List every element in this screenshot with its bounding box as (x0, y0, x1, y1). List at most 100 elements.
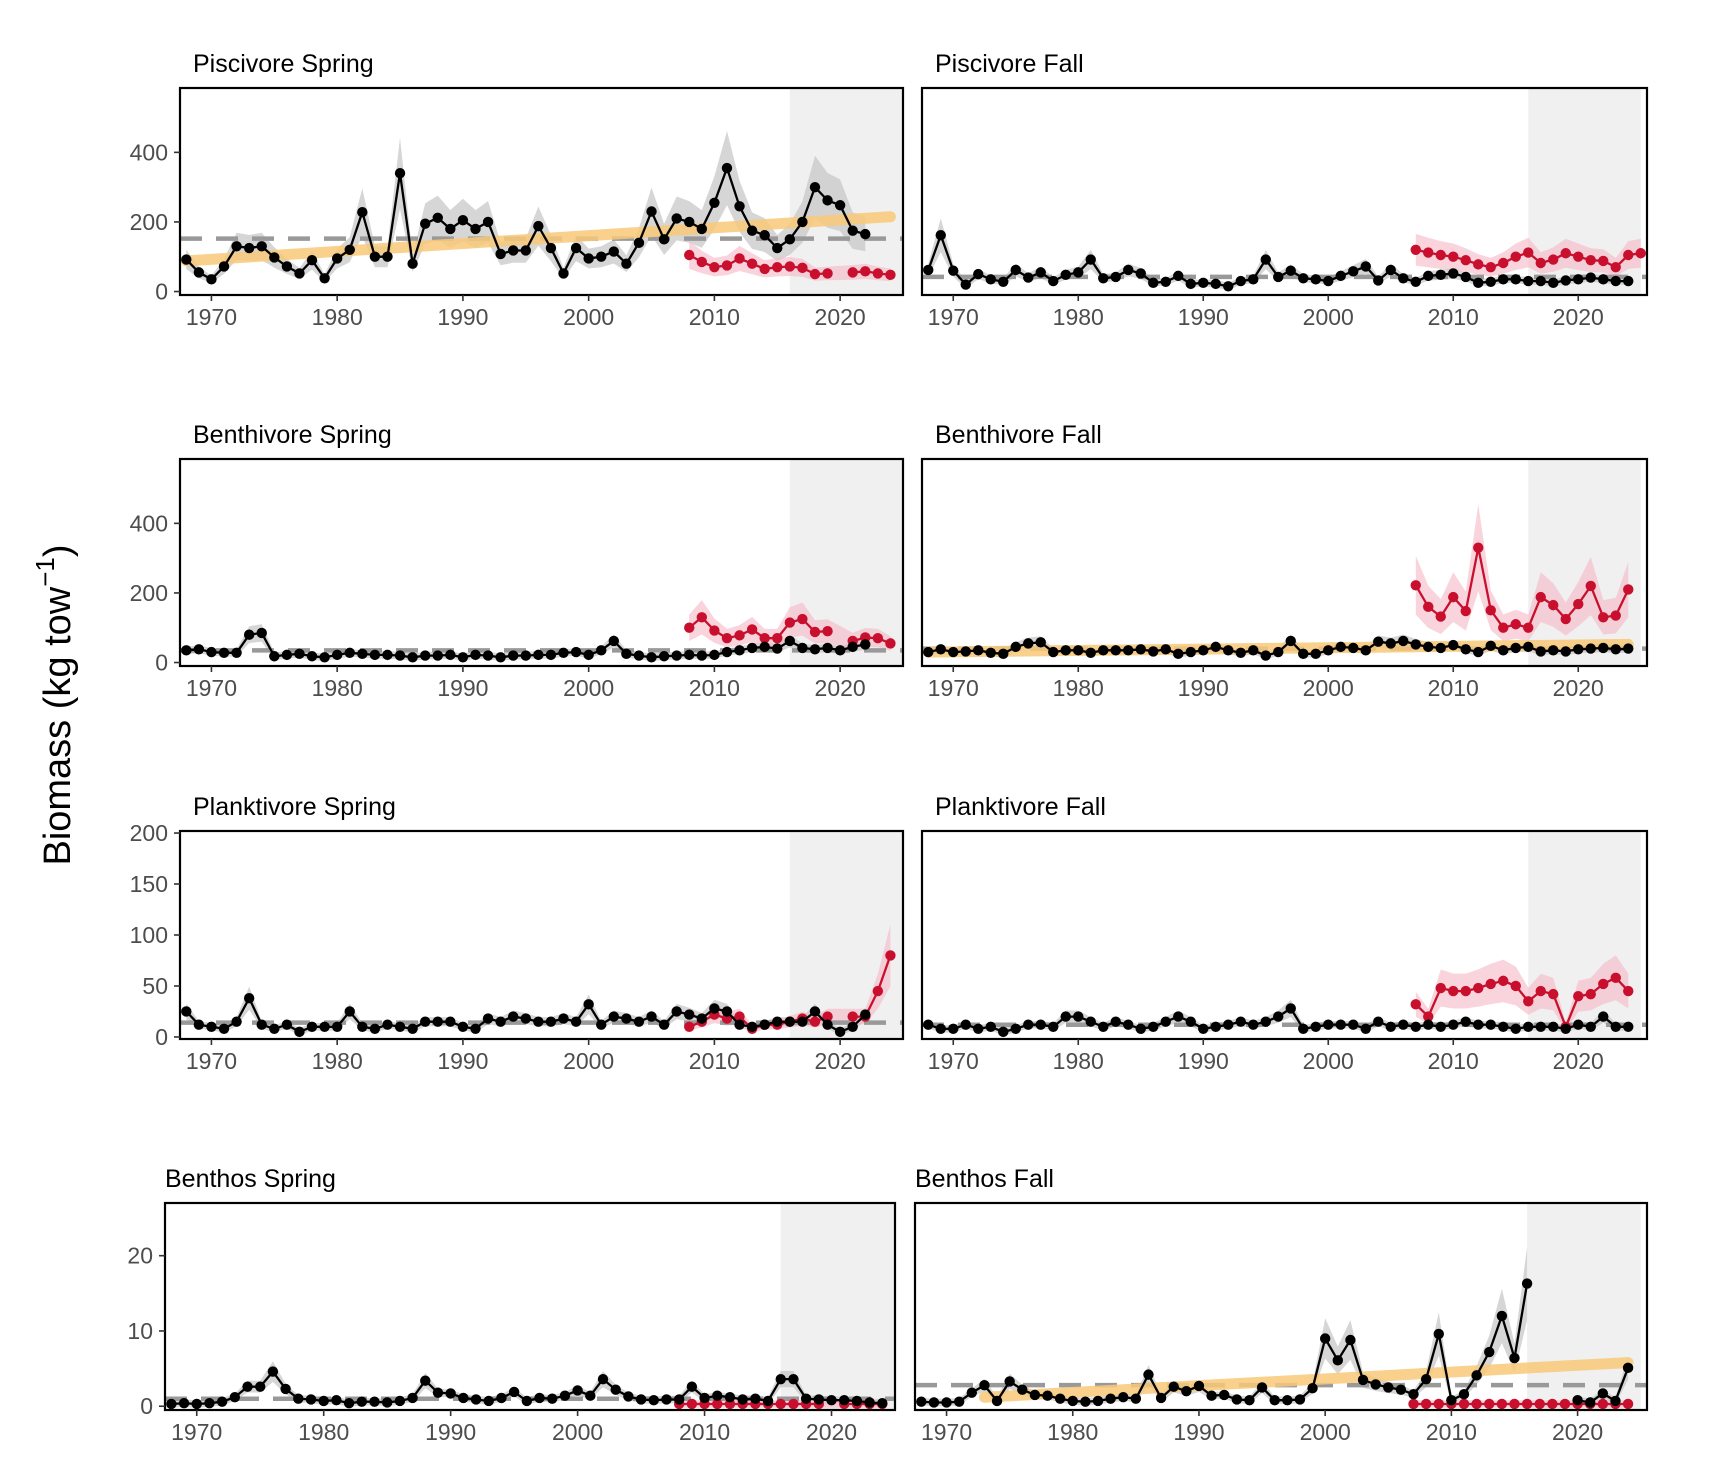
survey-series-point (1610, 1021, 1621, 1032)
survey-series-point (948, 1023, 959, 1035)
survey-series-point (231, 241, 242, 252)
survey-series-point (1385, 638, 1396, 649)
alt-series-point (1460, 605, 1471, 617)
survey-series-point (1273, 271, 1284, 283)
alt-series-point (734, 253, 745, 264)
survey-series-point (1435, 642, 1446, 654)
alt-series-point (684, 1021, 695, 1032)
survey-series-point (1173, 270, 1184, 282)
survey-series-point (864, 1397, 875, 1408)
recent-period-shade (1527, 1203, 1641, 1410)
x-tick-label: 1970 (186, 1048, 237, 1074)
survey-series-point (1273, 646, 1284, 658)
x-tick-label: 1980 (298, 1419, 349, 1445)
survey-series-point (1298, 273, 1309, 284)
survey-series-point (623, 1391, 634, 1402)
recent-period-shade (789, 831, 903, 1039)
survey-series-point (1360, 1023, 1371, 1035)
y-axis-label: Biomass (kg tow−1) (30, 544, 79, 865)
survey-series-point (306, 255, 318, 266)
survey-series-point (470, 649, 481, 661)
survey-series-point (1198, 277, 1209, 289)
survey-series-point (432, 1016, 443, 1027)
survey-series-point (1410, 1021, 1421, 1032)
survey-series-point (1231, 1394, 1243, 1405)
survey-series-point (206, 1021, 217, 1032)
x-tick-label: 2010 (679, 1419, 730, 1445)
alt-series-point (734, 630, 745, 641)
recent-period-shade (780, 1203, 895, 1410)
survey-series-point (1510, 642, 1521, 654)
survey-series-point (1573, 274, 1584, 285)
survey-series-point (1285, 635, 1296, 647)
survey-series-point (231, 647, 242, 658)
survey-series-point (998, 1026, 1009, 1038)
survey-series-point (1448, 268, 1459, 279)
alt-series-point (1610, 261, 1621, 273)
survey-series-point (407, 1392, 418, 1404)
survey-series-point (746, 642, 758, 654)
survey-series-point (1370, 1379, 1381, 1390)
survey-series-point (407, 1023, 418, 1035)
survey-series-point (847, 1021, 858, 1032)
x-tick-label: 2000 (563, 1048, 614, 1074)
survey-series-point (394, 650, 406, 661)
x-tick-label: 1980 (312, 675, 363, 701)
alt-series-point (1573, 598, 1584, 610)
alt-series-point (746, 624, 758, 635)
x-tick-label: 2020 (815, 304, 866, 330)
survey-series-point (204, 1398, 215, 1409)
survey-series-point (294, 1026, 305, 1038)
survey-series-point (671, 650, 682, 661)
alt-series-point (885, 269, 896, 281)
survey-series-point (658, 234, 670, 245)
alt-series-point (772, 261, 783, 273)
alt-series-point (872, 632, 884, 644)
survey-series-point (457, 1021, 469, 1032)
survey-series-point (1035, 1019, 1046, 1030)
survey-series-point (357, 1021, 368, 1032)
survey-series-point (1510, 274, 1521, 285)
survey-series-point (1148, 1021, 1159, 1032)
survey-series-point (1298, 648, 1309, 660)
survey-series-point (935, 1023, 946, 1035)
survey-series-point (306, 651, 318, 662)
survey-series-point (1023, 272, 1034, 283)
survey-series-point (482, 1013, 494, 1024)
x-tick-label: 2000 (1300, 1419, 1351, 1445)
survey-series-point (1423, 270, 1434, 282)
panel-frame (178, 86, 905, 297)
alt-series-point (1496, 1398, 1508, 1410)
alt-series-point (775, 1398, 786, 1410)
survey-series-point (923, 646, 934, 658)
survey-series-point (684, 216, 695, 228)
survey-series-point (394, 168, 406, 179)
survey-series-point (998, 648, 1009, 660)
survey-series-point (1523, 641, 1534, 653)
survey-series-point (658, 1019, 670, 1030)
survey-series-point (1269, 1395, 1280, 1406)
survey-series-point (394, 1021, 406, 1032)
survey-series-point (1010, 641, 1021, 653)
panel-planktivore-fall: Planktivore Fall 1970 1980 1990 2000 2010 2020 (920, 793, 1649, 1074)
alt-series-point (1523, 247, 1534, 258)
alt-series-point (1473, 982, 1484, 994)
survey-series-point (1373, 636, 1384, 647)
survey-series-point (658, 651, 670, 662)
survey-series-point (344, 647, 355, 658)
x-tick-label: 2010 (689, 304, 740, 330)
alt-series-point (709, 261, 720, 273)
x-tick-label: 2000 (1303, 304, 1354, 330)
survey-series-point (281, 261, 293, 272)
alt-series-point (1410, 999, 1421, 1010)
survey-series-point (533, 649, 544, 661)
survey-series-point (1460, 271, 1471, 283)
survey-series-point (1092, 1395, 1104, 1407)
survey-series-point (1448, 639, 1459, 651)
alt-series-point (809, 268, 821, 280)
survey-series-point (470, 223, 481, 235)
survey-series-point (1060, 645, 1071, 656)
survey-series-point (860, 1009, 871, 1020)
survey-series-point (1585, 272, 1596, 283)
